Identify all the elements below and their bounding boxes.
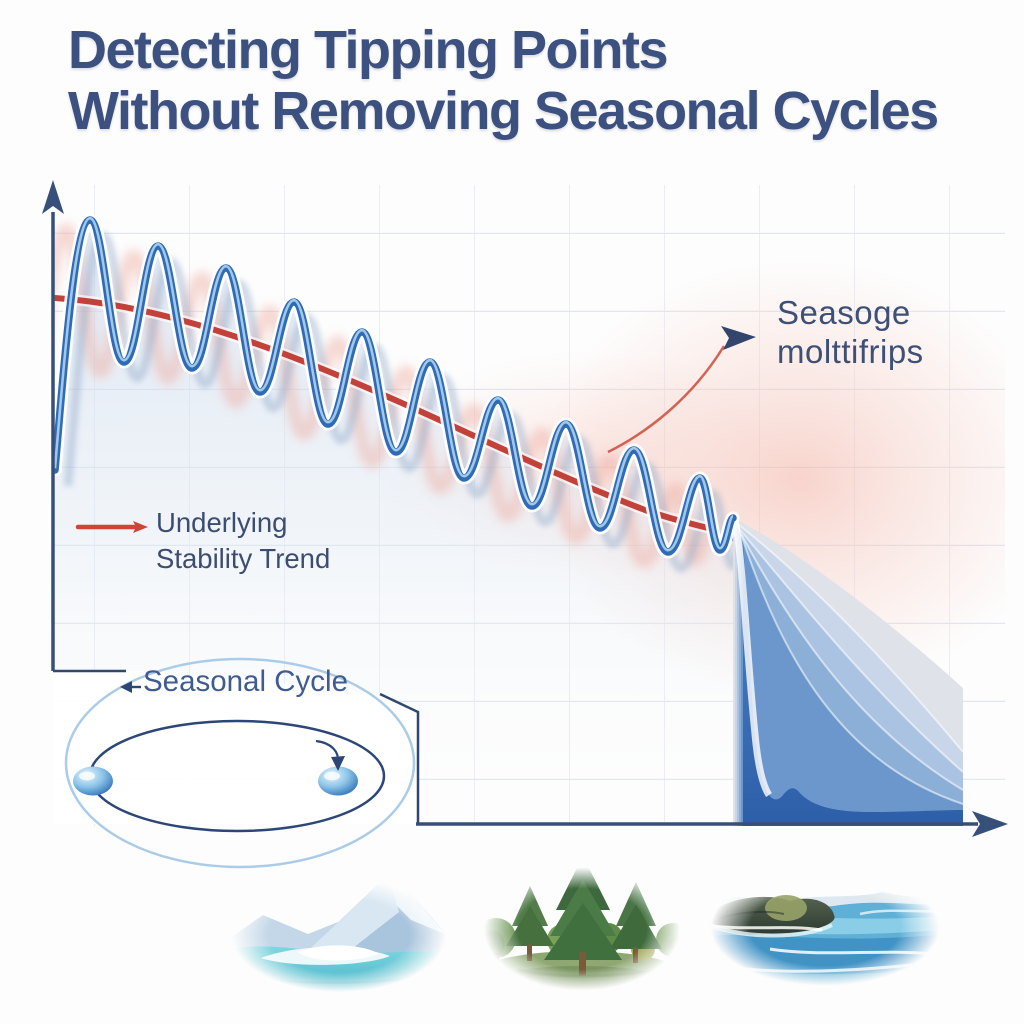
seasonal-wave <box>53 213 740 559</box>
seasonal-oscillations-label: Seasoge molttifrips <box>777 294 924 370</box>
collapse-fan <box>731 518 964 826</box>
inset-label-pointer-icon <box>120 681 132 693</box>
forest-illustration <box>474 856 691 1001</box>
trend-legend-label: Underlying Stability Trend <box>156 507 331 574</box>
axes <box>42 180 1008 837</box>
page-title: Detecting Tipping Points Without Removin… <box>68 20 998 142</box>
ocean-rock-vignette <box>680 852 970 1004</box>
seasonal-cycle-inset <box>64 657 416 869</box>
legend-line-sample <box>75 521 148 533</box>
forest-vignette <box>458 848 706 1010</box>
legend-pointer-icon <box>133 521 148 533</box>
inset-node-left <box>73 766 113 796</box>
y-axis-arrow-icon <box>42 180 64 214</box>
glacier-sea-illustration <box>213 875 467 999</box>
ocean-rock-illustration <box>685 892 964 996</box>
seasonal-cycle-label: Seasonal Cycle <box>143 665 348 698</box>
pink-ghost-wave <box>53 223 716 569</box>
x-axis-arrow-icon <box>972 811 1008 837</box>
inset-cycle-arrow-icon <box>331 756 345 771</box>
annotation-arrow <box>607 326 756 454</box>
annotation-arrowhead-icon <box>721 326 756 350</box>
title-line-1: Detecting Tipping Points <box>68 20 669 80</box>
inset-outer-ellipse <box>64 657 416 869</box>
title-line-2: Without Removing Seasonal Cycles <box>68 81 939 142</box>
glacier-sea-vignette <box>203 860 475 1010</box>
